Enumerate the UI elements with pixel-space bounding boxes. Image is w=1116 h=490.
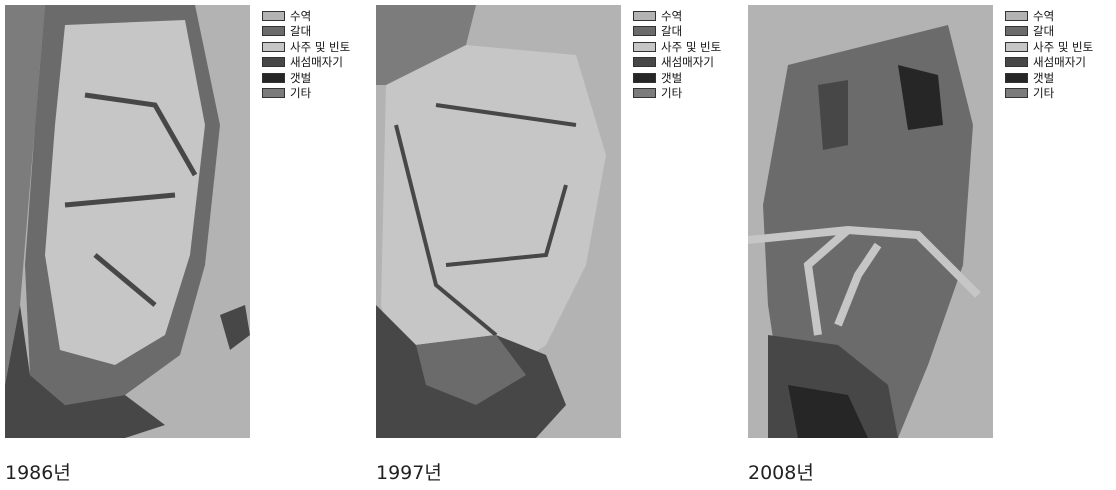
legend-swatch (262, 73, 285, 83)
legend-label: 기타 (1033, 85, 1054, 101)
legend-label: 사주 및 빈토 (290, 39, 350, 55)
legend-label: 갯벌 (661, 70, 682, 86)
legend-label: 사주 및 빈토 (661, 39, 721, 55)
legend-label: 새섬매자기 (1033, 54, 1086, 70)
region (818, 80, 848, 150)
legend-item: 수역 (1005, 8, 1093, 24)
legend-swatch (633, 26, 656, 36)
legend-item: 새섬매자기 (633, 55, 721, 71)
caption: 1997년 (376, 458, 442, 485)
legend-label: 갈대 (1033, 23, 1054, 39)
legend-swatch (262, 57, 285, 67)
legend-item: 새섬매자기 (262, 55, 350, 71)
legend-item: 기타 (1005, 86, 1093, 102)
caption: 1986년 (5, 458, 71, 485)
legend-label: 수역 (661, 8, 682, 24)
legend-label: 갯벌 (290, 70, 311, 86)
map-1986 (5, 5, 250, 438)
legend-label: 사주 및 빈토 (1033, 39, 1093, 55)
legend-swatch (262, 42, 285, 52)
legend-swatch (633, 88, 656, 98)
legend-item: 기타 (633, 86, 721, 102)
legend-item: 갈대 (633, 24, 721, 40)
legend-item: 갯벌 (633, 70, 721, 86)
legend-label: 새섬매자기 (661, 54, 714, 70)
legend-swatch (633, 57, 656, 67)
legend-swatch (1005, 26, 1028, 36)
legend-item: 기타 (262, 86, 350, 102)
legend-swatch (1005, 57, 1028, 67)
legend-label: 새섬매자기 (290, 54, 343, 70)
legend-item: 수역 (633, 8, 721, 24)
legend-swatch (262, 26, 285, 36)
legend-item: 갯벌 (1005, 70, 1093, 86)
legend-label: 수역 (1033, 8, 1054, 24)
legend-item: 수역 (262, 8, 350, 24)
legend-item: 사주 및 빈토 (262, 39, 350, 55)
legend-swatch (1005, 42, 1028, 52)
legend-label: 수역 (290, 8, 311, 24)
legend-label: 갯벌 (1033, 70, 1054, 86)
legend-swatch (262, 11, 285, 21)
legend-swatch (633, 42, 656, 52)
legend-item: 갈대 (262, 24, 350, 40)
legend-swatch (1005, 11, 1028, 21)
figure: 수역갈대사주 및 빈토새섬매자기갯벌기타 1986년 수역갈대사주 및 빈토새섬… (0, 0, 1116, 490)
legend-label: 갈대 (290, 23, 311, 39)
legend-item: 갯벌 (262, 70, 350, 86)
legend-swatch (633, 73, 656, 83)
legend-swatch (1005, 88, 1028, 98)
legend-swatch (1005, 73, 1028, 83)
legend-item: 사주 및 빈토 (1005, 39, 1093, 55)
legend-item: 사주 및 빈토 (633, 39, 721, 55)
map-2008 (748, 5, 993, 438)
legend-item: 새섬매자기 (1005, 55, 1093, 71)
legend-swatch (633, 11, 656, 21)
legend-label: 갈대 (661, 23, 682, 39)
caption: 2008년 (748, 458, 814, 485)
legend-item: 갈대 (1005, 24, 1093, 40)
legend-swatch (262, 88, 285, 98)
map-1997 (376, 5, 621, 438)
legend-label: 기타 (290, 85, 311, 101)
legend-label: 기타 (661, 85, 682, 101)
